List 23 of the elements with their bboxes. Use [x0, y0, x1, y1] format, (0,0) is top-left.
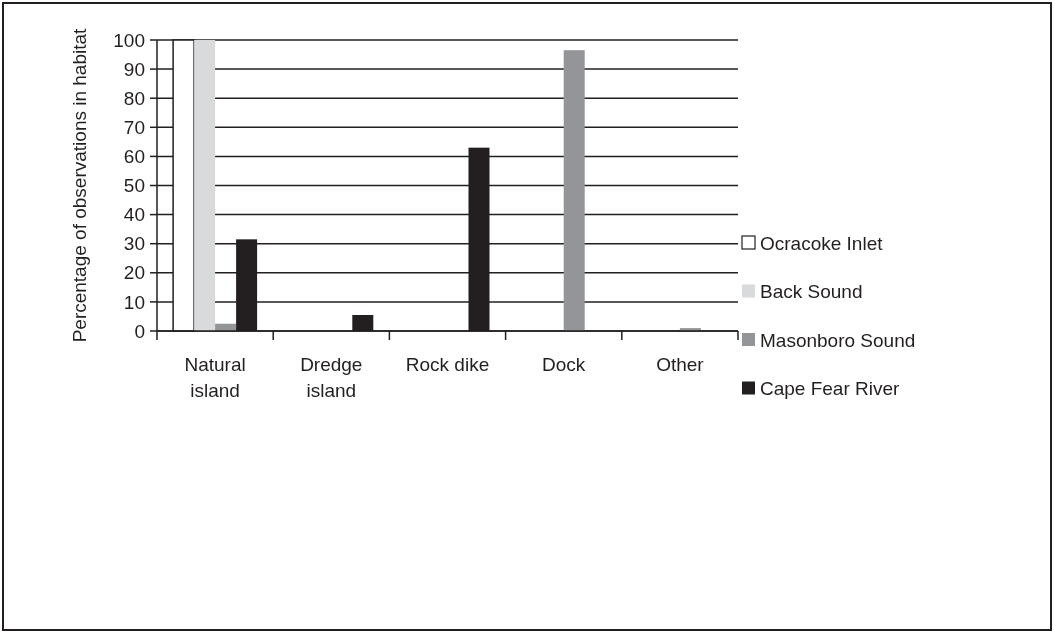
y-tick-label: 60 [123, 146, 145, 168]
y-tick-label: 80 [123, 87, 145, 109]
bar [563, 50, 585, 331]
y-axis-title: Percentage of observations in habitat [69, 27, 90, 343]
y-tick-label: 40 [123, 204, 145, 226]
x-tick-label: Dock [542, 354, 586, 375]
y-tick-label: 0 [134, 320, 145, 342]
y-tick-label: 100 [113, 29, 145, 51]
y-tick-label: 70 [123, 116, 145, 138]
bar [194, 40, 216, 331]
x-tick-label: Natural island [184, 354, 246, 401]
legend-label: Ocracoke Inlet [760, 232, 884, 254]
legend-label: Cape Fear River [760, 378, 901, 400]
legend-label: Back Sound [760, 281, 863, 303]
x-tick-label: Rock dike [405, 354, 490, 375]
y-tick-label: 10 [123, 291, 145, 313]
y-tick-label: 90 [123, 58, 145, 80]
y-tick-label: 20 [123, 262, 145, 284]
legend-label: Masonboro Sound [760, 329, 916, 351]
x-tick-label: Dredge island [300, 354, 363, 401]
y-tick-label: 30 [123, 233, 145, 255]
y-tick-label: 50 [123, 175, 145, 197]
x-tick-label: Other [656, 354, 705, 375]
